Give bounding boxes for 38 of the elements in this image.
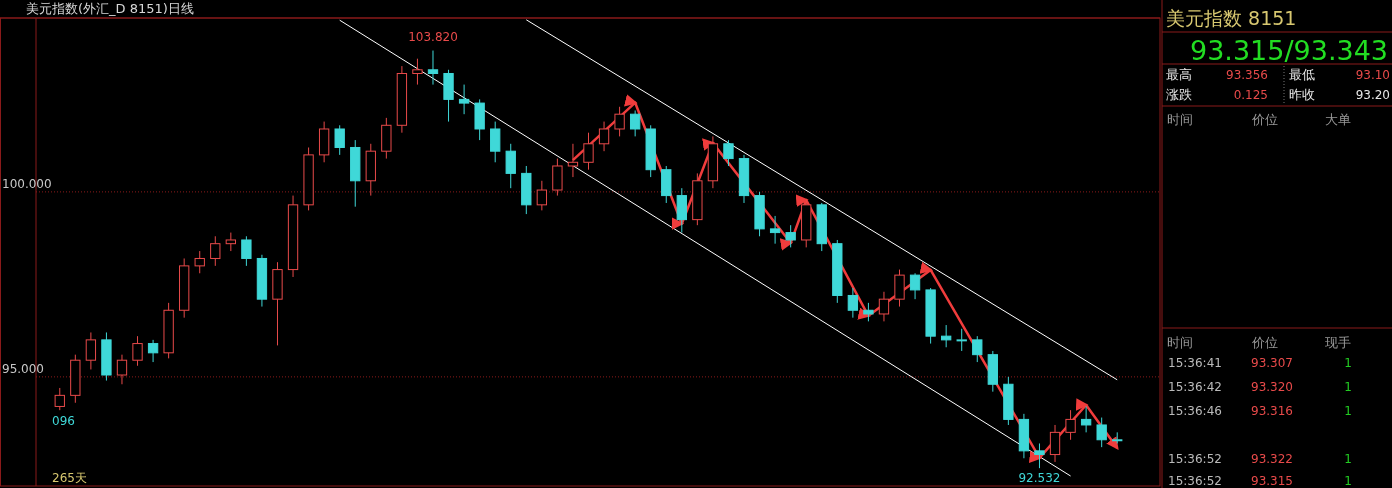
text: 大单 <box>1325 112 1351 127</box>
text: 最高 <box>1166 67 1192 82</box>
text: 93.307 <box>1251 356 1293 370</box>
text: 1 <box>1344 380 1352 394</box>
y-tick-label: 95.000 <box>2 361 44 376</box>
text: 最低 <box>1289 67 1315 82</box>
text: 1 <box>1344 452 1352 466</box>
text: 时间 <box>1167 335 1193 350</box>
text: 93.10 <box>1355 68 1390 82</box>
text: 15:36:41 <box>1168 356 1222 370</box>
text: 涨跌 <box>1166 87 1192 102</box>
text: 价位 <box>1251 112 1278 127</box>
text: 昨收 <box>1289 87 1315 102</box>
text: 93.316 <box>1251 404 1293 418</box>
annotation: 265天 <box>52 471 87 485</box>
text: 93.356 <box>1226 68 1268 82</box>
text: 美元指数 8151 <box>1166 7 1297 29</box>
text: 15:36:52 <box>1168 474 1222 488</box>
text: 时间 <box>1167 112 1193 127</box>
text: 15:36:42 <box>1168 380 1222 394</box>
text: 93.320 <box>1251 380 1293 394</box>
text: 价位 <box>1251 335 1278 350</box>
y-tick-label: 100.000 <box>2 176 52 191</box>
text: 93.315 <box>1251 474 1293 488</box>
text: 0.125 <box>1233 88 1268 102</box>
text: 1 <box>1344 356 1352 370</box>
text: 现手 <box>1325 335 1351 350</box>
text: 15:36:46 <box>1168 404 1222 418</box>
annotation: 103.820 <box>408 29 458 44</box>
annotation: 096 <box>52 414 75 428</box>
text: 15:36:52 <box>1168 452 1222 466</box>
text: 93.20 <box>1355 88 1390 102</box>
text: 1 <box>1344 474 1352 488</box>
annotation: 92.532 <box>1018 471 1061 486</box>
text: 93.322 <box>1251 452 1293 466</box>
chart-title: 美元指数(外汇_D 8151)日线 <box>26 1 194 16</box>
text: 93.315/93.343 <box>1189 35 1388 66</box>
text: 1 <box>1344 404 1352 418</box>
